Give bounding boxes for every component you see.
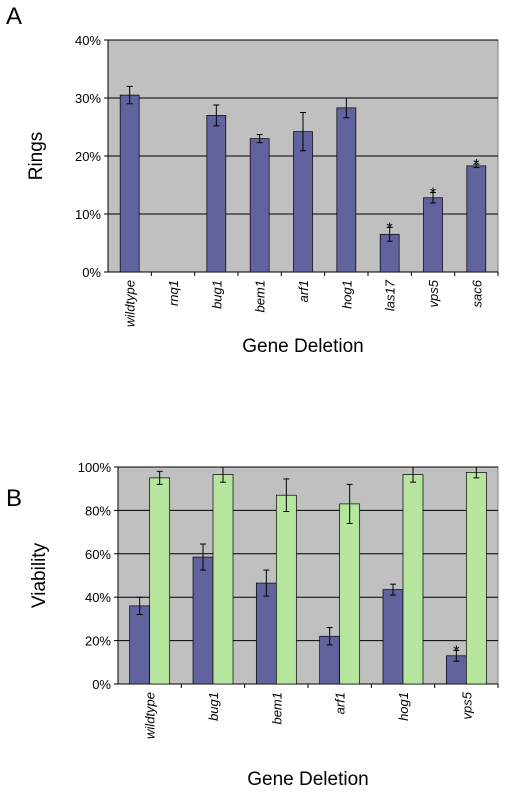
x-tick-label: sac6 (469, 279, 484, 307)
y-tick-label: 0% (82, 265, 101, 280)
plot-area (117, 466, 499, 685)
y-tick-label: 80% (85, 503, 111, 518)
y-tick-label: 20% (85, 634, 111, 649)
y-tick-label: 30% (75, 91, 101, 106)
y-tick-label: 40% (75, 33, 101, 48)
panel-label: A (6, 3, 22, 30)
x-tick-label: bug1 (206, 692, 221, 721)
bar (129, 605, 151, 685)
significance-marker: * (473, 157, 479, 174)
bar (212, 474, 234, 685)
bar (149, 477, 171, 685)
x-axis-label: Gene Deletion (247, 769, 368, 790)
bar (402, 474, 424, 685)
bar (466, 165, 487, 273)
y-tick-label: 20% (75, 149, 101, 164)
x-tick-label: hog1 (339, 280, 354, 309)
x-tick-label: rnq1 (166, 280, 181, 306)
x-tick-label: arf1 (296, 280, 311, 302)
bar (336, 107, 357, 273)
y-tick-label: 40% (85, 590, 111, 605)
y-tick-label: 10% (75, 207, 101, 222)
x-tick-label: vps5 (426, 279, 441, 307)
y-tick-label: 0% (92, 677, 111, 692)
bar (423, 197, 443, 273)
bar (293, 131, 313, 273)
y-tick-label: 100% (78, 460, 112, 475)
bar (255, 582, 277, 685)
bar (465, 472, 487, 685)
x-tick-label: arf1 (333, 692, 348, 714)
significance-marker: * (387, 220, 393, 237)
x-tick-label: las17 (383, 279, 398, 311)
bar (339, 503, 361, 685)
panel-label: B (6, 485, 22, 512)
x-tick-label: bug1 (209, 280, 224, 309)
bar (275, 494, 297, 685)
bar (382, 589, 404, 685)
bar (206, 115, 227, 273)
x-tick-label: wildtype (143, 692, 158, 739)
y-axis-label: Viability (29, 542, 50, 608)
x-tick-label: bem1 (253, 280, 268, 313)
significance-marker: * (453, 643, 459, 660)
y-tick-label: 60% (85, 547, 111, 562)
x-tick-label: bem1 (269, 692, 284, 725)
x-axis-label: Gene Deletion (242, 336, 363, 357)
bar (249, 138, 270, 273)
x-tick-label: hog1 (396, 692, 411, 721)
significance-marker: * (430, 186, 436, 203)
y-axis-label: Rings (26, 132, 47, 181)
x-tick-label: wildtype (123, 280, 138, 327)
bar (119, 94, 140, 273)
x-tick-label: vps5 (459, 691, 474, 719)
bar (192, 556, 214, 685)
